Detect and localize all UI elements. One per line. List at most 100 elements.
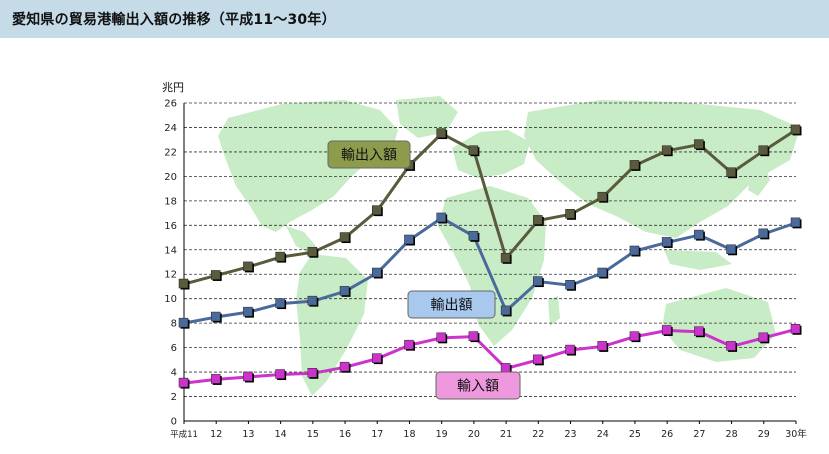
data-point [790, 217, 801, 228]
data-point [275, 369, 285, 379]
series-label-text: 輸入額 [457, 379, 499, 395]
y-tick-label: 16 [164, 221, 177, 232]
data-point [436, 128, 446, 138]
data-point [597, 191, 607, 202]
y-tick-label: 26 [164, 99, 177, 110]
data-point [629, 245, 640, 256]
data-point [339, 286, 350, 296]
series-label-3: 輸入額 [435, 371, 521, 400]
data-point [500, 305, 511, 316]
data-point [661, 325, 672, 335]
series-label-text: 輸出額 [431, 298, 473, 314]
x-tick-label: 29 [758, 429, 770, 440]
x-tick-label: 13 [242, 429, 254, 440]
data-point [790, 324, 801, 334]
y-tick-label: 24 [164, 123, 177, 134]
data-point [307, 295, 318, 306]
data-point [243, 371, 253, 382]
data-point [726, 341, 736, 351]
series-label-2: 輸出額 [407, 290, 496, 319]
x-tick-label: 23 [564, 429, 576, 440]
data-point [694, 139, 704, 149]
y-tick-label: 22 [164, 147, 177, 158]
data-point [339, 232, 350, 242]
data-point [661, 145, 672, 155]
y-axis-label: 兆円 [162, 81, 184, 94]
data-point [307, 368, 318, 378]
data-point [597, 267, 607, 278]
x-tick-label: 22 [532, 429, 544, 440]
series-3 [178, 324, 802, 389]
data-point [436, 212, 446, 223]
title-bar: 愛知県の貿易港輸出入額の推移（平成11～30年） [0, 0, 829, 38]
x-tick-label: 26 [661, 429, 673, 440]
data-point [629, 331, 640, 341]
data-point [726, 244, 736, 255]
x-tick-label: 20 [468, 429, 480, 440]
data-point [565, 344, 575, 355]
x-tick-label: 平成11 [170, 429, 198, 440]
data-point [372, 205, 382, 215]
series-label-box [435, 371, 521, 400]
data-point [694, 229, 704, 240]
y-tick-label: 8 [171, 319, 177, 330]
data-point [178, 278, 189, 289]
world-map-background [218, 96, 800, 396]
data-point [210, 311, 221, 322]
data-point [758, 228, 769, 239]
y-tick-label: 0 [171, 417, 177, 428]
y-tick-label: 6 [171, 343, 177, 354]
y-tick-label: 12 [164, 270, 177, 281]
data-point [404, 339, 414, 350]
data-point [178, 317, 189, 328]
x-tick-label: 30年 [785, 428, 807, 440]
data-point [694, 326, 704, 336]
data-point [307, 246, 318, 257]
series-label-box [407, 290, 496, 319]
x-tick-label: 17 [371, 429, 383, 440]
data-point [436, 332, 446, 343]
data-point [533, 276, 543, 286]
data-point [597, 341, 607, 351]
data-point [726, 167, 736, 177]
x-tick-label: 19 [436, 429, 448, 440]
x-tick-label: 12 [210, 429, 222, 440]
data-point [468, 331, 479, 341]
data-point [468, 231, 479, 241]
series [178, 124, 802, 389]
y-tick-label: 2 [171, 392, 177, 403]
data-point [629, 160, 640, 170]
series-label-box [327, 140, 411, 169]
y-tick-label: 10 [164, 294, 177, 305]
data-point [565, 279, 575, 290]
data-point [758, 332, 769, 343]
series-2 [178, 212, 802, 329]
series-label-text: 輸出入額 [341, 148, 397, 164]
y-tick-label: 20 [164, 172, 177, 183]
data-point [243, 306, 253, 317]
data-point [500, 363, 511, 373]
data-point [210, 270, 221, 280]
series-1 [178, 124, 802, 290]
y-tick-label: 14 [164, 245, 177, 256]
data-point [500, 253, 511, 263]
x-tick-label: 15 [307, 429, 319, 440]
y-tick-label: 18 [164, 196, 177, 207]
data-point [404, 234, 414, 245]
x-tick-label: 28 [726, 429, 738, 440]
x-tick-label: 21 [500, 429, 512, 440]
x-tick-label: 14 [275, 429, 287, 440]
data-point [275, 298, 285, 308]
page-title: 愛知県の貿易港輸出入額の推移（平成11～30年） [12, 12, 336, 28]
x-tick-label: 25 [629, 429, 641, 440]
data-point [372, 267, 382, 278]
data-point [533, 354, 543, 365]
data-point [178, 377, 189, 388]
data-point [275, 251, 285, 262]
data-point [339, 361, 350, 372]
series-label-1: 輸出入額 [327, 140, 411, 169]
x-tick-label: 16 [339, 429, 351, 440]
